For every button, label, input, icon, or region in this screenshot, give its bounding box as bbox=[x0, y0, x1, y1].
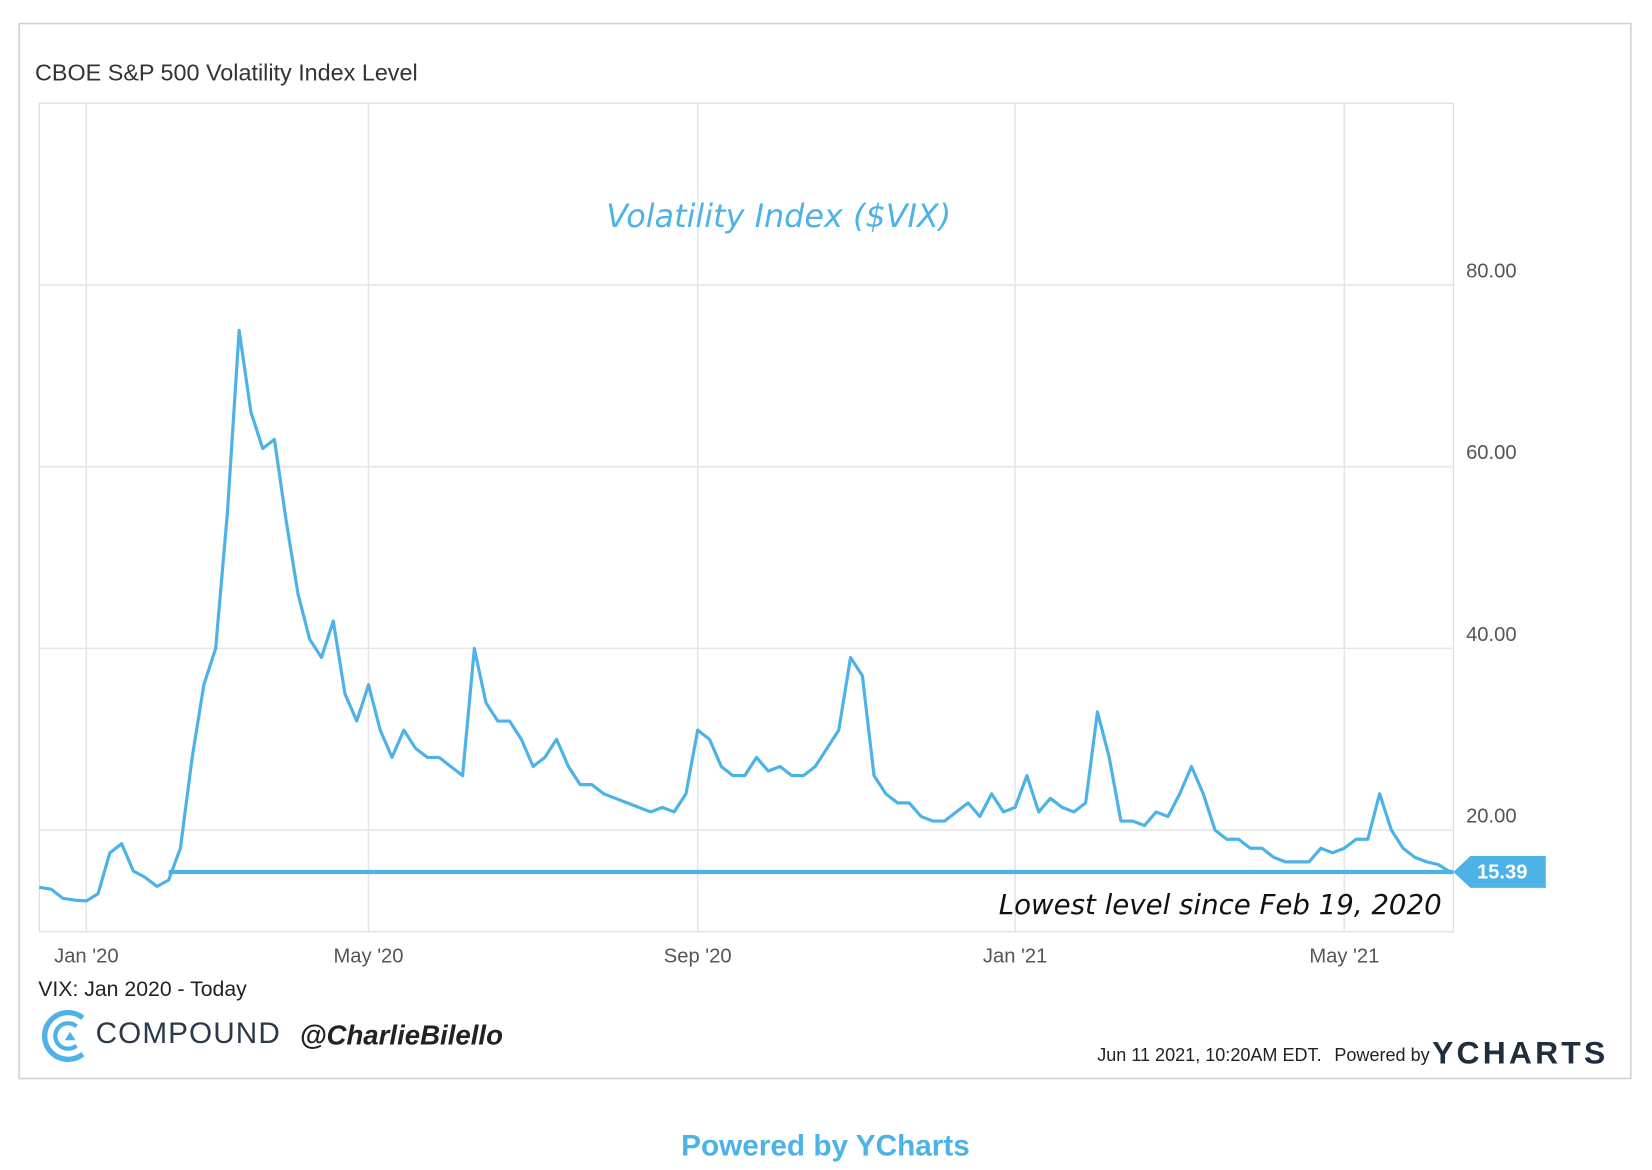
chart-title: CBOE S&P 500 Volatility Index Level bbox=[35, 60, 418, 86]
x-tick-label: Jan '20 bbox=[54, 946, 118, 968]
y-tick-label: 40.00 bbox=[1466, 624, 1516, 646]
logo-triangle bbox=[64, 1031, 76, 1041]
series-label: Volatility Index ($VIX) bbox=[606, 197, 951, 235]
plot-area bbox=[38, 102, 1454, 933]
plot: 20.00 40.00 60.00 80.00 Jan '20 May '20 Sep '2… bbox=[39, 103, 1546, 968]
value-badge-label: 15.39 bbox=[1477, 861, 1527, 883]
y-tick-label: 80.00 bbox=[1466, 261, 1516, 283]
y-tick-label: 60.00 bbox=[1466, 442, 1516, 464]
x-tick-label: Jan '21 bbox=[983, 946, 1047, 968]
y-tick-label: 20.00 bbox=[1466, 806, 1516, 828]
handle: @CharlieBilello bbox=[300, 1019, 503, 1050]
x-tick-label: May '20 bbox=[333, 946, 403, 968]
x-tick-label: Sep '20 bbox=[664, 946, 732, 968]
logo-arc bbox=[53, 1021, 78, 1051]
value-badge bbox=[1453, 856, 1546, 888]
reference-annotation: Lowest level since Feb 19, 2020 bbox=[999, 888, 1442, 921]
logo-arc bbox=[42, 1009, 85, 1062]
ycharts-logo: YCHARTS bbox=[1432, 1035, 1608, 1071]
x-tick-label: May '21 bbox=[1309, 946, 1379, 968]
compound-logo bbox=[42, 1009, 85, 1062]
data-line bbox=[39, 328, 1451, 903]
timestamp: Jun 11 2021, 10:20AM EDT. bbox=[1097, 1045, 1321, 1065]
chart-subtitle: VIX: Jan 2020 - Today bbox=[38, 977, 247, 1001]
brand: COMPOUND bbox=[96, 1017, 281, 1050]
powered-by: Powered by bbox=[1334, 1045, 1429, 1065]
footer-link[interactable]: Powered by YCharts bbox=[681, 1129, 970, 1162]
